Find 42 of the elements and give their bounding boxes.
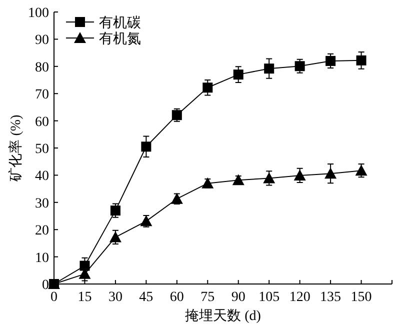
x-tick-label: 150: [350, 290, 372, 305]
point: [263, 172, 276, 184]
point: [356, 55, 366, 66]
point: [110, 206, 120, 216]
point: [170, 192, 183, 204]
y-tick-label: 100: [28, 6, 49, 21]
y-axis-title: 矿化率 (%): [8, 114, 24, 182]
y-tick-label: 70: [35, 88, 49, 103]
point: [326, 56, 336, 66]
point: [109, 231, 122, 242]
y-tick-label: 90: [35, 33, 49, 48]
legend-label: 有机碳: [99, 15, 141, 31]
x-tick-label: 75: [200, 290, 215, 305]
point: [232, 174, 244, 186]
x-tick-label: 45: [139, 290, 154, 305]
x-tick-label: 90: [231, 290, 246, 305]
y-tick-label: 40: [35, 169, 49, 184]
y-tick-label: 10: [35, 250, 49, 266]
point: [202, 177, 214, 188]
x-tick-label: 30: [108, 290, 122, 305]
x-tick-label: 135: [320, 290, 342, 305]
legend-label: 有机氮: [99, 31, 141, 47]
x-tick-label: 60: [170, 290, 184, 305]
x-tick-label: 15: [78, 290, 92, 305]
point: [294, 169, 306, 180]
y-tick-label: 80: [35, 60, 49, 76]
point: [140, 215, 152, 226]
x-axis-title: 掩埋天数 (d): [185, 308, 262, 324]
y-tick-label: 60: [35, 114, 49, 130]
y-tick-label: 50: [35, 142, 49, 157]
point: [355, 164, 368, 176]
point: [233, 70, 244, 80]
point: [294, 61, 305, 72]
x-tick-label: 120: [289, 290, 310, 305]
point: [141, 142, 152, 152]
x-tick-label: 105: [258, 290, 280, 305]
y-tick-label: 0: [42, 278, 49, 293]
point: [202, 82, 213, 93]
y-tick-label: 30: [35, 196, 49, 212]
point: [324, 168, 337, 179]
y-tick-label: 20: [35, 224, 49, 239]
point: [264, 64, 274, 74]
